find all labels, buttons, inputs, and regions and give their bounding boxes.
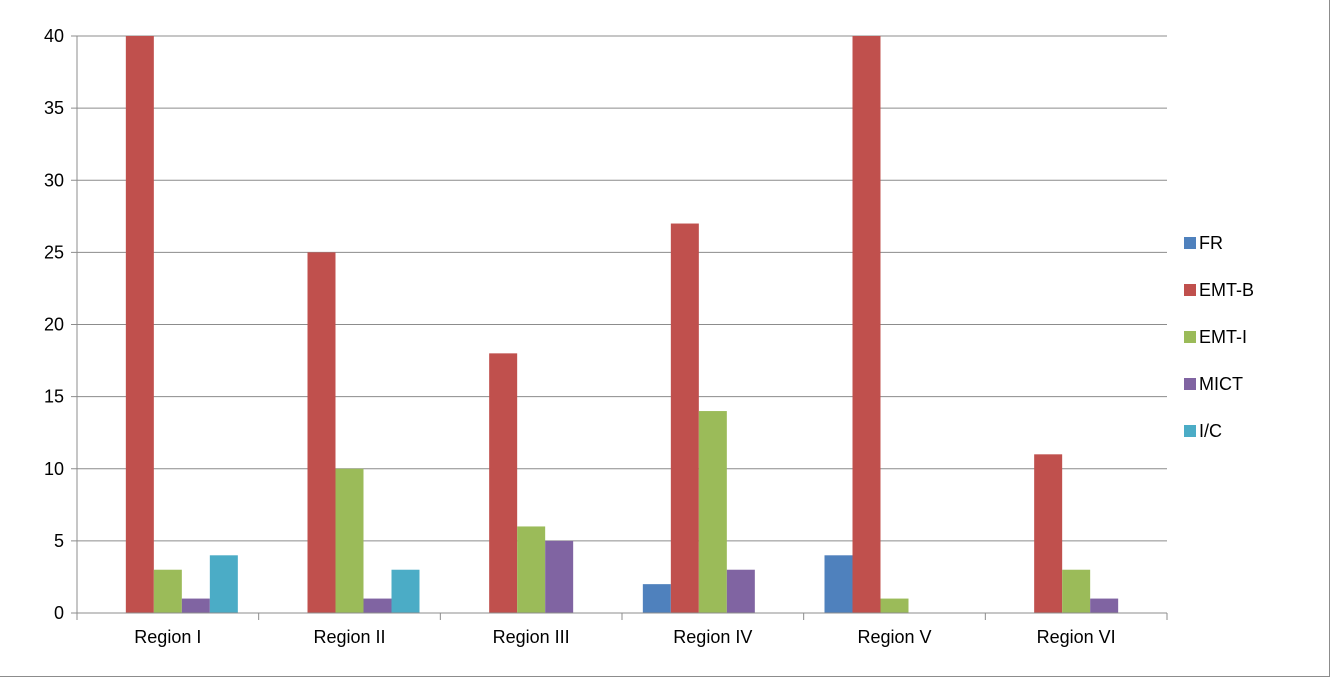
bar-mict-4 [726,569,755,613]
bar-fr-5 [824,555,853,613]
x-tick-label: Region I [134,627,201,647]
bar-mict-6 [1090,598,1119,613]
x-tick-label: Region V [857,627,931,647]
bar-emt-b-6 [1034,454,1063,613]
bar-emt-i-4 [698,411,727,613]
axes: 0 5 10 15 20 25 30 35 40 Region I Region II Region … [44,26,1168,647]
legend-swatch [1184,284,1196,296]
y-tick-label: 5 [54,531,64,551]
bar-emt-i-5 [880,598,909,613]
x-tick-label: Region IV [673,627,752,647]
bar-mict-1 [181,598,210,613]
y-tick-label: 0 [54,603,64,623]
y-tick-label: 15 [44,387,64,407]
bars [125,36,1119,613]
bar-emt-b-4 [670,223,699,613]
legend-label: EMT-B [1199,280,1254,300]
bar-emt-b-3 [489,353,518,613]
y-tick-label: 40 [44,26,64,46]
bar-emt-i-3 [517,526,546,613]
bar-fr-4 [642,584,671,613]
x-tick-label: Region II [313,627,385,647]
bar-emt-b-5 [852,36,881,613]
legend-swatch [1184,331,1196,343]
y-tick-label: 35 [44,98,64,118]
bar-emt-b-2 [307,252,336,613]
legend-label: FR [1199,233,1223,253]
bar-emt-i-6 [1062,569,1091,613]
bar-emt-i-1 [153,569,182,613]
legend-label: EMT-I [1199,327,1247,347]
y-tick-label: 25 [44,242,64,262]
bar-mict-3 [545,540,574,613]
bar-i-c-1 [209,555,238,613]
legend-swatch [1184,378,1196,390]
gridlines [77,35,1167,542]
legend: FR EMT-B EMT-I MICT I/C [1184,233,1254,441]
bar-emt-i-2 [335,468,364,613]
bar-mict-2 [363,598,392,613]
legend-label: MICT [1199,374,1243,394]
x-tick-label: Region III [493,627,570,647]
bar-i-c-2 [391,569,420,613]
legend-swatch [1184,425,1196,437]
y-tick-label: 10 [44,459,64,479]
y-tick-label: 30 [44,170,64,190]
x-tick-label: Region VI [1037,627,1116,647]
bar-emt-b-1 [125,36,154,613]
y-tick-label: 20 [44,315,64,335]
legend-label: I/C [1199,421,1222,441]
legend-swatch [1184,237,1196,249]
